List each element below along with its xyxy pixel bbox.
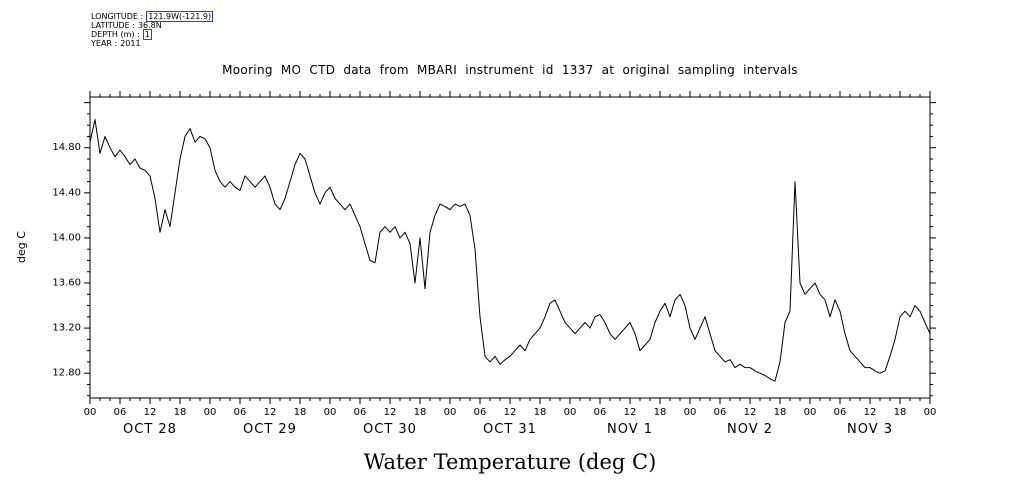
metadata-label: YEAR :: [91, 39, 118, 48]
x-hour-label: 12: [744, 407, 757, 418]
x-axis-caption: Water Temperature (deg C): [363, 450, 657, 474]
plot-box: [89, 96, 931, 399]
plot-title: Mooring MO CTD data from MBARI instrumen…: [222, 63, 798, 77]
x-hour-label: 00: [324, 407, 337, 418]
x-date-label: OCT 28: [123, 422, 177, 437]
temperature-line: [89, 119, 931, 382]
y-tick-label: 13.60: [52, 278, 81, 289]
x-hour-label: 00: [204, 407, 217, 418]
metadata-block: LONGITUDE :121.9W(-121.9) LATITUDE :36.8N…: [91, 11, 214, 48]
x-hour-label: 00: [564, 407, 577, 418]
x-date-label: NOV 1: [607, 422, 653, 437]
metadata-value: 2011: [120, 39, 141, 48]
x-hour-label: 06: [474, 407, 487, 418]
x-hour-label: 06: [234, 407, 247, 418]
y-tick-label: 14.00: [52, 232, 81, 243]
x-hour-label: 06: [594, 407, 607, 418]
y-tick-label: 14.40: [52, 187, 81, 198]
x-date-label: OCT 30: [363, 422, 417, 437]
x-date-label: OCT 31: [483, 422, 537, 437]
y-tick-label: 14.80: [52, 142, 81, 153]
metadata-value: 121.9W(-121.9): [146, 11, 214, 22]
metadata-label: DEPTH (m) :: [91, 30, 140, 39]
x-date-label: OCT 29: [243, 422, 297, 437]
metadata-label: LONGITUDE :: [91, 12, 144, 21]
metadata-line: DEPTH (m) :1: [91, 29, 213, 40]
x-hour-label: 00: [684, 407, 697, 418]
x-hour-label: 06: [354, 407, 367, 418]
metadata-line: LONGITUDE :121.9W(-121.9): [91, 11, 214, 22]
metadata-line: LATITUDE :36.8N: [91, 21, 213, 30]
x-hour-label: 18: [894, 407, 907, 418]
x-date-label: NOV 3: [847, 422, 893, 437]
metadata-value: 36.8N: [137, 21, 162, 30]
x-hour-label: 18: [654, 407, 667, 418]
y-tick-label: 13.20: [52, 323, 81, 334]
x-hour-label: 12: [144, 407, 157, 418]
x-hour-label: 18: [174, 407, 187, 418]
x-hour-label: 06: [114, 407, 127, 418]
x-hour-label: 18: [534, 407, 547, 418]
x-hour-label: 00: [444, 407, 457, 418]
x-hour-label: 12: [624, 407, 637, 418]
x-hour-label: 00: [84, 407, 97, 418]
x-hour-label: 12: [384, 407, 397, 418]
x-hour-label: 00: [924, 407, 937, 418]
metadata-value: 1: [142, 29, 152, 40]
x-hour-label: 12: [264, 407, 277, 418]
x-date-label: NOV 2: [727, 422, 773, 437]
x-hour-label: 18: [414, 407, 427, 418]
x-hour-label: 12: [504, 407, 517, 418]
metadata-label: LATITUDE :: [91, 21, 135, 30]
metadata-line: YEAR :2011: [91, 39, 213, 48]
x-hour-label: 18: [294, 407, 307, 418]
x-hour-label: 06: [714, 407, 727, 418]
x-hour-label: 18: [774, 407, 787, 418]
x-hour-label: 06: [834, 407, 847, 418]
y-tick-label: 12.80: [52, 368, 81, 379]
x-hour-label: 12: [864, 407, 877, 418]
x-hour-label: 00: [804, 407, 817, 418]
